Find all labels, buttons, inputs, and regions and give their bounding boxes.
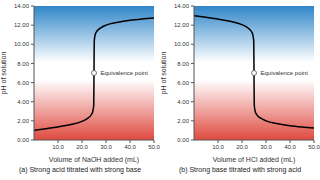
- svg-text:2.00: 2.00: [17, 118, 29, 124]
- svg-text:Volume of HCl added (mL): Volume of HCl added (mL): [213, 156, 295, 164]
- svg-text:2.00: 2.00: [177, 118, 189, 124]
- svg-text:10.00: 10.00: [14, 41, 30, 47]
- html-text:(a) Strong acid titrated with: (a) Strong acid titrated with strong bas…: [18, 166, 142, 173]
- svg-text:12.00: 12.00: [174, 22, 190, 28]
- svg-text:12.00: 12.00: [14, 22, 30, 28]
- svg-text:20.0: 20.0: [76, 144, 88, 150]
- svg-text:40.0: 40.0: [284, 144, 296, 150]
- svg-text:Equivalence point: Equivalence point: [101, 70, 149, 76]
- svg-text:30.0: 30.0: [100, 144, 112, 150]
- svg-text:pH of solution: pH of solution: [160, 51, 168, 94]
- svg-text:0.00: 0.00: [177, 137, 189, 143]
- svg-text:8.00: 8.00: [177, 61, 189, 67]
- svg-text:Volume of NaOH added (mL): Volume of NaOH added (mL): [49, 156, 139, 164]
- svg-text:40.0: 40.0: [124, 144, 136, 150]
- svg-text:Equivalence point: Equivalence point: [261, 70, 309, 76]
- svg-text:14.00: 14.00: [174, 3, 190, 9]
- svg-text:14.00: 14.00: [14, 3, 30, 9]
- svg-text:4.00: 4.00: [177, 99, 189, 105]
- svg-text:6.00: 6.00: [177, 80, 189, 86]
- svg-text:8.00: 8.00: [17, 61, 29, 67]
- svg-text:10.00: 10.00: [174, 41, 190, 47]
- svg-text:4.00: 4.00: [17, 99, 29, 105]
- svg-text:30.0: 30.0: [260, 144, 272, 150]
- svg-text:6.00: 6.00: [17, 80, 29, 86]
- svg-text:10.0: 10.0: [52, 144, 64, 150]
- svg-text:10.0: 10.0: [212, 144, 224, 150]
- svg-text:50.0: 50.0: [308, 144, 312, 150]
- svg-text:20.0: 20.0: [236, 144, 248, 150]
- html-text:(b) Strong base titrated with: (b) Strong base titrated with strong aci…: [178, 166, 302, 173]
- svg-text:0.00: 0.00: [17, 137, 29, 143]
- svg-text:50.0: 50.0: [148, 144, 160, 150]
- svg-text:pH of solution: pH of solution: [8, 51, 9, 94]
